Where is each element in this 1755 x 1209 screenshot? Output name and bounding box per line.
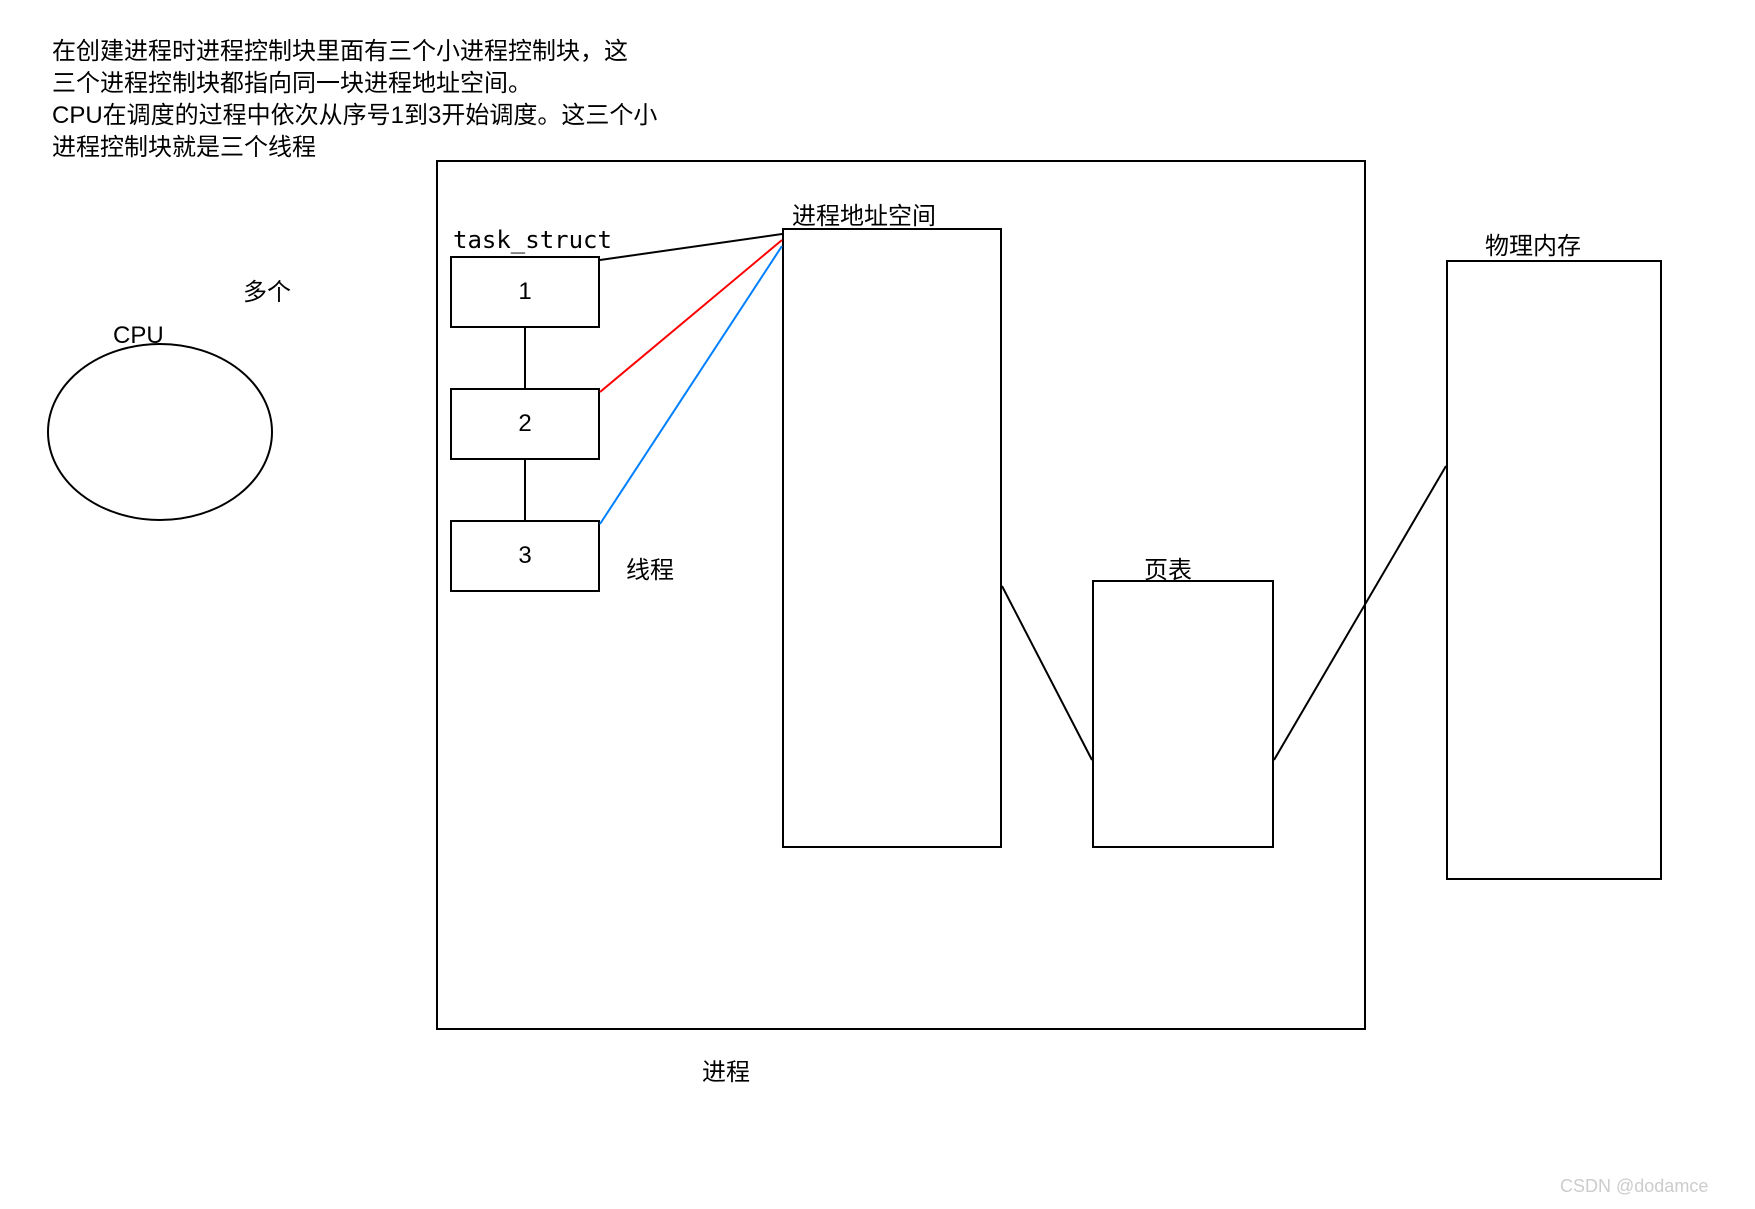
label-cpu: CPU [113,322,164,350]
label-many: 多个 [243,272,291,307]
label-process: 进程 [702,1052,750,1087]
page-table-box [1092,580,1274,848]
task-struct-3: 3 [450,520,600,592]
label-phys-mem: 物理内存 [1485,226,1581,261]
cpu-ellipse [48,344,272,520]
address-space-box [782,228,1002,848]
task2-label: 2 [518,410,531,438]
task3-label: 3 [518,542,531,570]
phys-mem-box [1446,260,1662,880]
task1-label: 1 [518,278,531,306]
task-struct-2: 2 [450,388,600,460]
watermark: CSDN @dodamce [1560,1176,1708,1197]
task-struct-1: 1 [450,256,600,328]
description-text: 在创建进程时进程控制块里面有三个小进程控制块，这 三个进程控制块都指向同一块进程… [52,36,657,164]
